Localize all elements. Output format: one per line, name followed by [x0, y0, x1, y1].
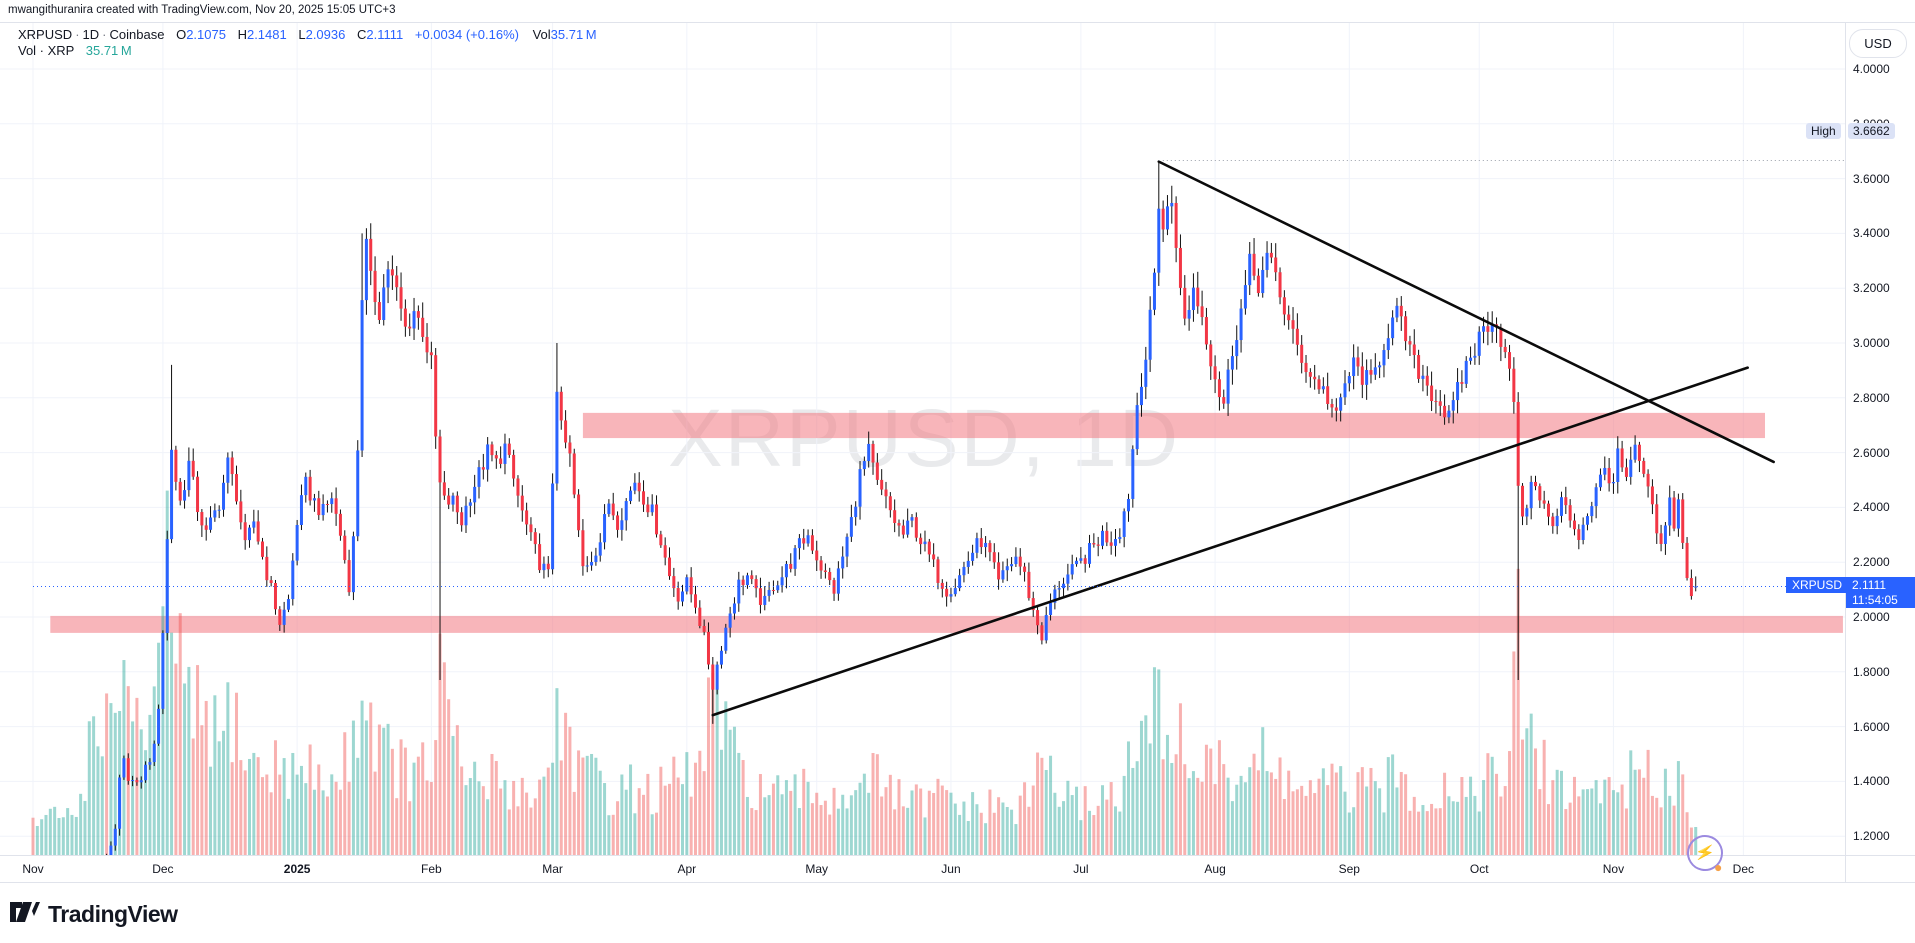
legend-separator: · — [102, 27, 107, 42]
legend-interval: 1D — [82, 27, 100, 42]
volume-legend[interactable]: Vol · XRP 35.71 M — [18, 43, 132, 58]
volume-series-label: Vol · XRP — [18, 43, 75, 58]
time-tick-label: May — [805, 862, 829, 876]
price-tick-label: 2.6000 — [1853, 445, 1890, 460]
close-label: C — [356, 27, 367, 42]
change-value: +0.0034 (+0.16%) — [414, 27, 519, 42]
price-tick-label: 1.2000 — [1853, 829, 1890, 844]
top-border — [0, 22, 1915, 23]
price-axis[interactable]: USD 4.00003.80003.60003.40003.20003.0000… — [1846, 23, 1915, 882]
low-value: 2.0936 — [305, 27, 346, 42]
price-tick-label: 1.4000 — [1853, 774, 1890, 789]
price-tick-label: 3.2000 — [1853, 281, 1890, 296]
time-tick-label: Apr — [677, 862, 697, 876]
price-tick-label: 3.4000 — [1853, 226, 1890, 241]
time-tick-label: Nov — [22, 862, 44, 876]
price-axis-border — [1845, 22, 1846, 883]
time-tick-label: 2025 — [283, 862, 311, 876]
time-tick-label: Jul — [1073, 862, 1089, 876]
volume-label: Vol — [532, 27, 551, 42]
last-price-value-tag: 2.1111 — [1846, 577, 1915, 593]
high-value: 2.1481 — [246, 27, 287, 42]
price-tick-label: 3.6000 — [1853, 171, 1890, 186]
price-tick-label: 3.0000 — [1853, 336, 1890, 350]
time-tick-label: Sep — [1338, 862, 1360, 876]
attribution-text: mwangithuranira created with TradingView… — [8, 4, 396, 16]
close-value: 2.1111 — [366, 27, 404, 42]
tradingview-logo[interactable]: TradingView — [10, 901, 178, 928]
price-tick-label: 2.0000 — [1853, 610, 1890, 624]
time-tick-label: Mar — [542, 862, 563, 876]
time-tick-label: Feb — [421, 862, 442, 876]
symbol-watermark: XRPUSD, 1D — [668, 393, 1181, 484]
legend-symbol: XRPUSD — [18, 27, 73, 42]
price-tick-label: 1.8000 — [1853, 664, 1890, 679]
time-tick-label: Jun — [941, 862, 961, 876]
price-tick-label: 2.4000 — [1853, 500, 1890, 515]
open-label: O — [176, 27, 187, 42]
open-value: 2.1075 — [186, 27, 226, 42]
volume-series-value: 35.71 M — [85, 43, 132, 58]
tradingview-logo-text: TradingView — [48, 901, 178, 927]
currency-toggle-button[interactable]: USD — [1849, 29, 1907, 58]
time-tick-label: Dec — [152, 862, 174, 876]
time-axis-border — [0, 855, 1915, 856]
legend-separator: · — [75, 27, 80, 42]
price-tick-label: 4.0000 — [1853, 62, 1890, 76]
bottom-border — [0, 882, 1915, 883]
legend-exchange: Coinbase — [109, 27, 165, 42]
time-tick-label: Oct — [1469, 862, 1489, 876]
time-tick-label: Aug — [1204, 862, 1226, 876]
lightning-bolt-glyph: ⚡ — [1693, 843, 1717, 864]
time-tick-label: Dec — [1732, 862, 1755, 876]
tradingview-logo-icon — [10, 901, 40, 922]
low-label: L — [298, 27, 306, 42]
high-label: H — [237, 27, 247, 42]
price-tick-label: 2.2000 — [1853, 555, 1890, 570]
countdown-timer: 11:54:05 — [1846, 592, 1915, 608]
high-price-value: 3.6662 — [1848, 123, 1895, 139]
price-tick-label: 1.6000 — [1853, 719, 1890, 734]
time-tick-label: Nov — [1602, 862, 1625, 876]
time-axis[interactable]: Nov Dec 2025 Feb Mar Apr May Jun Jul Aug Sep Oct Nov… — [0, 856, 1845, 882]
symbol-legend[interactable]: XRPUSD · 1D · Coinbase O2.1075 H2.1481 L2.09… — [18, 27, 597, 42]
volume-value: 35.71 M — [550, 27, 597, 42]
last-price-symbol-tag: XRPUSD — [1786, 577, 1846, 593]
price-tick-label: 2.8000 — [1853, 390, 1890, 405]
high-price-label: High — [1806, 123, 1841, 139]
